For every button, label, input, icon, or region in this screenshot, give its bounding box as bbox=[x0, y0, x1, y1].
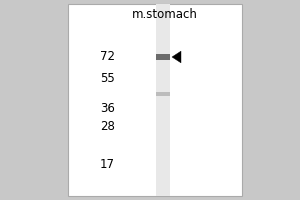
Text: 17: 17 bbox=[100, 158, 115, 171]
Text: 36: 36 bbox=[100, 102, 115, 114]
Bar bbox=[156, 4, 170, 196]
Text: m.stomach: m.stomach bbox=[132, 7, 198, 21]
Text: 72: 72 bbox=[100, 50, 115, 64]
Bar bbox=[68, 4, 242, 196]
Text: 55: 55 bbox=[100, 72, 115, 86]
Polygon shape bbox=[172, 51, 181, 63]
Bar bbox=[156, 54, 170, 60]
Text: 28: 28 bbox=[100, 119, 115, 132]
Bar bbox=[156, 92, 170, 96]
